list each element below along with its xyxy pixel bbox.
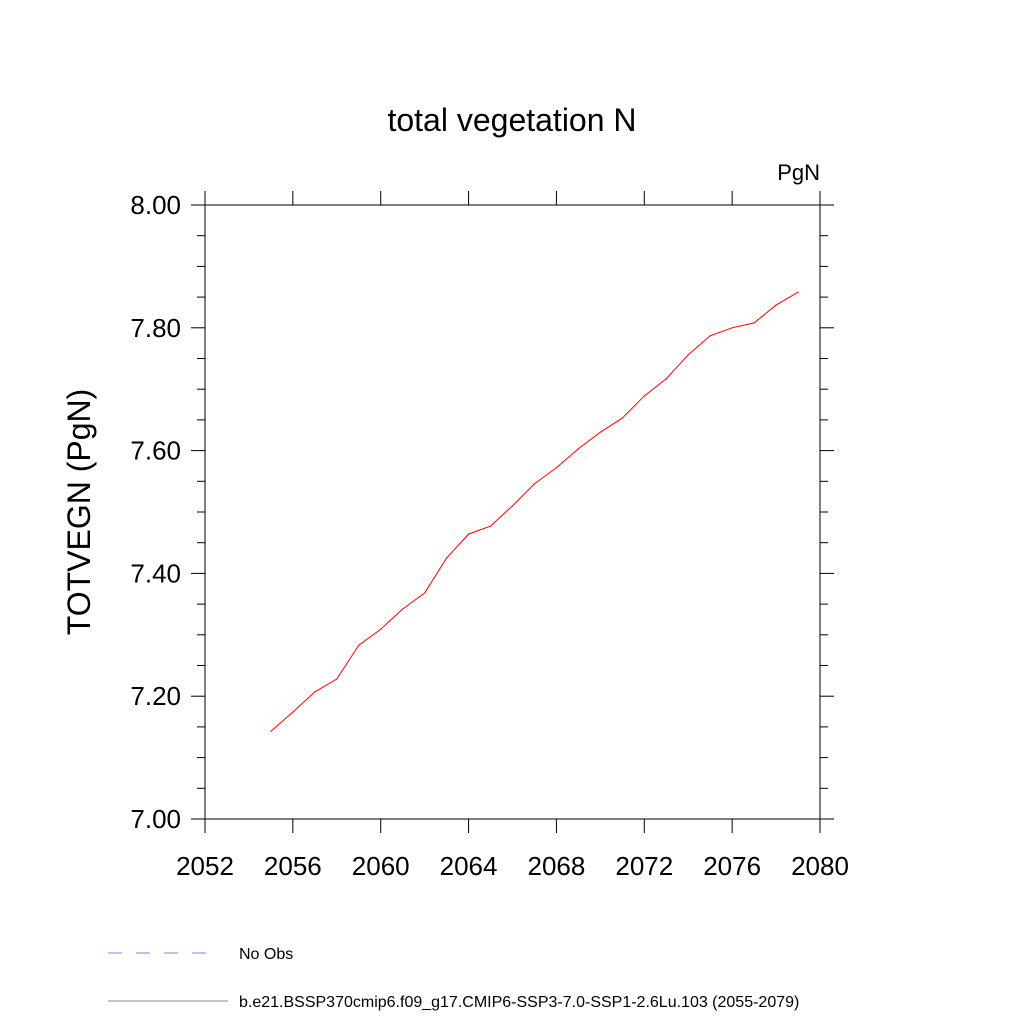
units-label: PgN — [777, 160, 820, 185]
y-tick-label: 7.00 — [130, 804, 181, 834]
data-point — [489, 525, 492, 527]
data-point — [643, 395, 645, 397]
x-tick-label: 2068 — [528, 851, 586, 881]
data-point — [424, 592, 426, 594]
data-point — [336, 678, 338, 680]
data-point — [621, 417, 623, 419]
y-tick-label: 7.20 — [130, 681, 181, 711]
data-point — [292, 711, 294, 713]
x-tick-label: 2076 — [703, 851, 761, 881]
data-point — [380, 628, 382, 630]
y-tick-label: 7.40 — [130, 558, 181, 588]
x-tick-label: 2060 — [352, 851, 410, 881]
data-point — [753, 322, 755, 324]
series-line — [270, 291, 799, 732]
data-point — [665, 378, 667, 380]
data-point — [797, 291, 799, 293]
data-point — [555, 467, 558, 469]
data-point — [599, 431, 601, 433]
data-point — [533, 483, 536, 485]
data-point — [270, 730, 272, 732]
x-tick-label: 2080 — [791, 851, 849, 881]
x-tick-label: 2064 — [440, 851, 498, 881]
x-tick-label: 2072 — [615, 851, 673, 881]
data-point — [709, 335, 711, 337]
y-tick-label: 7.80 — [130, 313, 181, 343]
data-point — [358, 644, 360, 646]
y-tick-label: 8.00 — [130, 190, 181, 220]
x-tick-label: 2052 — [176, 851, 234, 881]
y-tick-label: 7.60 — [130, 436, 181, 466]
legend-label-model: b.e21.BSSP370cmip6.f09_g17.CMIP6-SSP3-7.… — [239, 994, 799, 1011]
data-point — [314, 691, 316, 693]
data-point — [511, 505, 514, 507]
data-point — [687, 354, 689, 356]
legend-label-no-obs: No Obs — [239, 946, 293, 963]
data-point — [731, 327, 733, 329]
data-point — [402, 608, 404, 610]
y-axis-label: TOTVEGN (PgN) — [61, 389, 97, 636]
data-point — [467, 533, 470, 535]
data-point — [577, 448, 579, 450]
chart-title: total vegetation N — [387, 102, 636, 138]
plot-frame — [204, 204, 821, 820]
x-tick-label: 2056 — [264, 851, 322, 881]
data-point — [775, 304, 777, 306]
data-point — [446, 557, 448, 559]
